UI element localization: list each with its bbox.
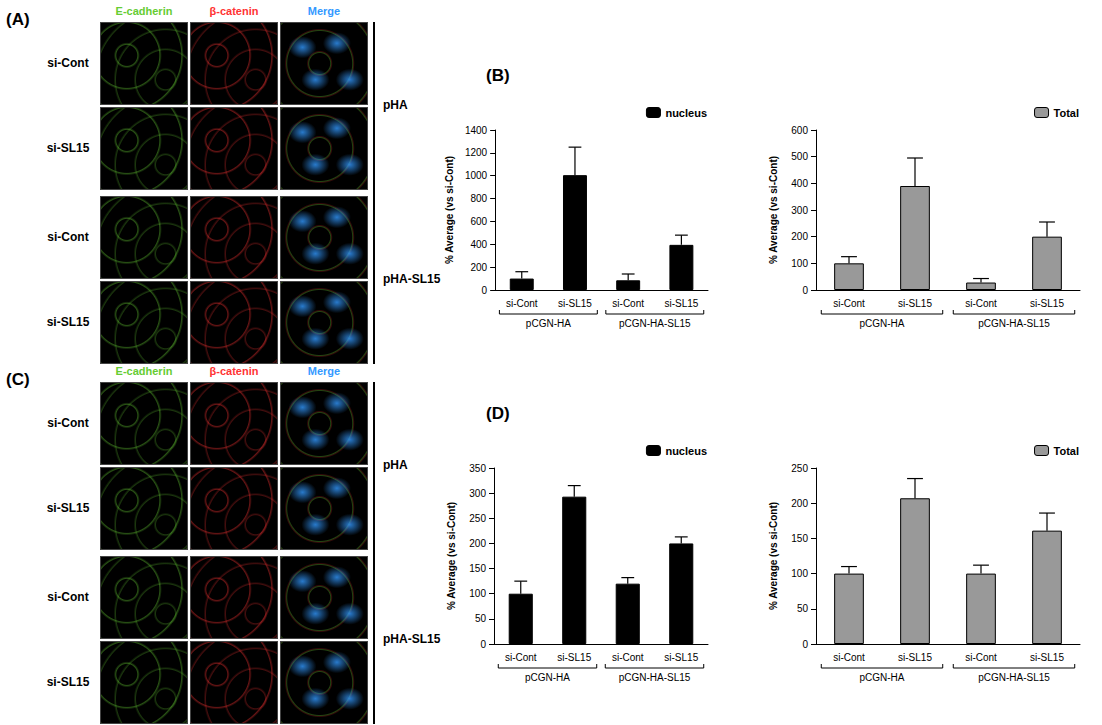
html-text:si-SL15: si-SL15 <box>46 140 90 155</box>
svg-text:pCGN-HA: pCGN-HA <box>859 318 904 329</box>
svg-text:si-SL15: si-SL15 <box>558 298 592 309</box>
svg-text:100: 100 <box>469 588 486 599</box>
svg-text:pCGN-HA: pCGN-HA <box>859 672 904 683</box>
svg-text:350: 350 <box>469 463 486 474</box>
html-text:(B): (B) <box>486 66 510 85</box>
html-text:si-Cont: si-Cont <box>47 229 89 244</box>
svg-text:pCGN-HA-SL15: pCGN-HA-SL15 <box>978 672 1050 683</box>
svg-text:0: 0 <box>802 639 808 650</box>
svg-text:800: 800 <box>470 193 487 204</box>
svg-text:si-SL15: si-SL15 <box>664 652 698 663</box>
svg-text:0: 0 <box>482 285 488 296</box>
html-text:si-Cont: si-Cont <box>47 589 89 604</box>
svg-text:si-Cont: si-Cont <box>612 652 644 663</box>
svg-text:pCGN-HA: pCGN-HA <box>526 318 571 329</box>
svg-text:si-Cont: si-Cont <box>506 298 538 309</box>
svg-text:si-SL15: si-SL15 <box>1030 298 1064 309</box>
html-text:β-catenin: β-catenin <box>209 365 259 377</box>
html-text:(A): (A) <box>6 10 30 29</box>
svg-text:pCGN-HA-SL15: pCGN-HA-SL15 <box>619 672 691 683</box>
html-text:(C): (C) <box>6 370 30 389</box>
svg-text:si-SL15: si-SL15 <box>664 298 698 309</box>
svg-text:1400: 1400 <box>465 125 488 136</box>
svg-text:100: 100 <box>791 258 808 269</box>
html-text:(D): (D) <box>486 404 510 423</box>
html-text:Merge: Merge <box>307 5 341 17</box>
svg-text:600: 600 <box>470 216 487 227</box>
svg-text:si-Cont: si-Cont <box>965 652 997 663</box>
svg-text:300: 300 <box>791 205 808 216</box>
svg-text:% Average (vs si-Cont): % Average (vs si-Cont) <box>446 502 457 610</box>
svg-text:pCGN-HA-SL15: pCGN-HA-SL15 <box>978 318 1050 329</box>
html-text:E-cadherin: E-cadherin <box>115 5 173 17</box>
svg-text:400: 400 <box>470 239 487 250</box>
svg-text:si-Cont: si-Cont <box>612 298 644 309</box>
svg-text:0: 0 <box>802 285 808 296</box>
svg-text:200: 200 <box>470 262 487 273</box>
svg-text:250: 250 <box>791 463 808 474</box>
svg-text:300: 300 <box>469 488 486 499</box>
svg-text:Total: Total <box>1054 107 1079 119</box>
svg-text:si-Cont: si-Cont <box>833 652 865 663</box>
html-text:E-cadherin: E-cadherin <box>115 365 173 377</box>
svg-text:1200: 1200 <box>465 147 488 158</box>
svg-text:200: 200 <box>469 538 486 549</box>
svg-text:150: 150 <box>791 533 808 544</box>
svg-text:pCGN-HA-SL15: pCGN-HA-SL15 <box>619 318 691 329</box>
svg-text:1000: 1000 <box>465 170 488 181</box>
html-text:si-Cont: si-Cont <box>47 55 89 70</box>
html-text:pHA: pHA <box>383 458 408 472</box>
svg-text:% Average (vs si-Cont): % Average (vs si-Cont) <box>768 502 779 610</box>
svg-text:si-SL15: si-SL15 <box>1030 652 1064 663</box>
svg-text:250: 250 <box>469 513 486 524</box>
html-text:si-SL15: si-SL15 <box>46 674 90 689</box>
svg-text:si-Cont: si-Cont <box>505 652 537 663</box>
html-text:pHA-SL15: pHA-SL15 <box>383 632 441 646</box>
svg-text:si-SL15: si-SL15 <box>557 652 591 663</box>
svg-text:500: 500 <box>791 151 808 162</box>
svg-text:nucleus: nucleus <box>665 107 707 119</box>
html-text:Merge: Merge <box>307 365 341 377</box>
svg-text:Total: Total <box>1054 445 1079 457</box>
html-text:pHA: pHA <box>383 98 408 112</box>
svg-text:150: 150 <box>469 563 486 574</box>
html-text:si-SL15: si-SL15 <box>46 314 90 329</box>
html-text:pHA-SL15: pHA-SL15 <box>383 272 441 286</box>
svg-text:50: 50 <box>797 603 809 614</box>
svg-text:% Average (vs si-Cont): % Average (vs si-Cont) <box>768 156 779 264</box>
svg-text:pCGN-HA: pCGN-HA <box>525 672 570 683</box>
html-text:si-SL15: si-SL15 <box>46 500 90 515</box>
html-text:β-catenin: β-catenin <box>209 5 259 17</box>
svg-text:si-Cont: si-Cont <box>965 298 997 309</box>
svg-text:600: 600 <box>791 125 808 136</box>
svg-text:200: 200 <box>791 498 808 509</box>
svg-text:si-Cont: si-Cont <box>833 298 865 309</box>
svg-text:200: 200 <box>791 231 808 242</box>
svg-text:0: 0 <box>480 639 486 650</box>
svg-text:si-SL15: si-SL15 <box>898 652 932 663</box>
svg-text:50: 50 <box>475 613 487 624</box>
svg-text:100: 100 <box>791 568 808 579</box>
svg-text:si-SL15: si-SL15 <box>898 298 932 309</box>
svg-text:400: 400 <box>791 178 808 189</box>
svg-text:% Average (vs si-Cont): % Average (vs si-Cont) <box>444 156 455 264</box>
html-text:si-Cont: si-Cont <box>47 415 89 430</box>
svg-text:nucleus: nucleus <box>665 445 707 457</box>
